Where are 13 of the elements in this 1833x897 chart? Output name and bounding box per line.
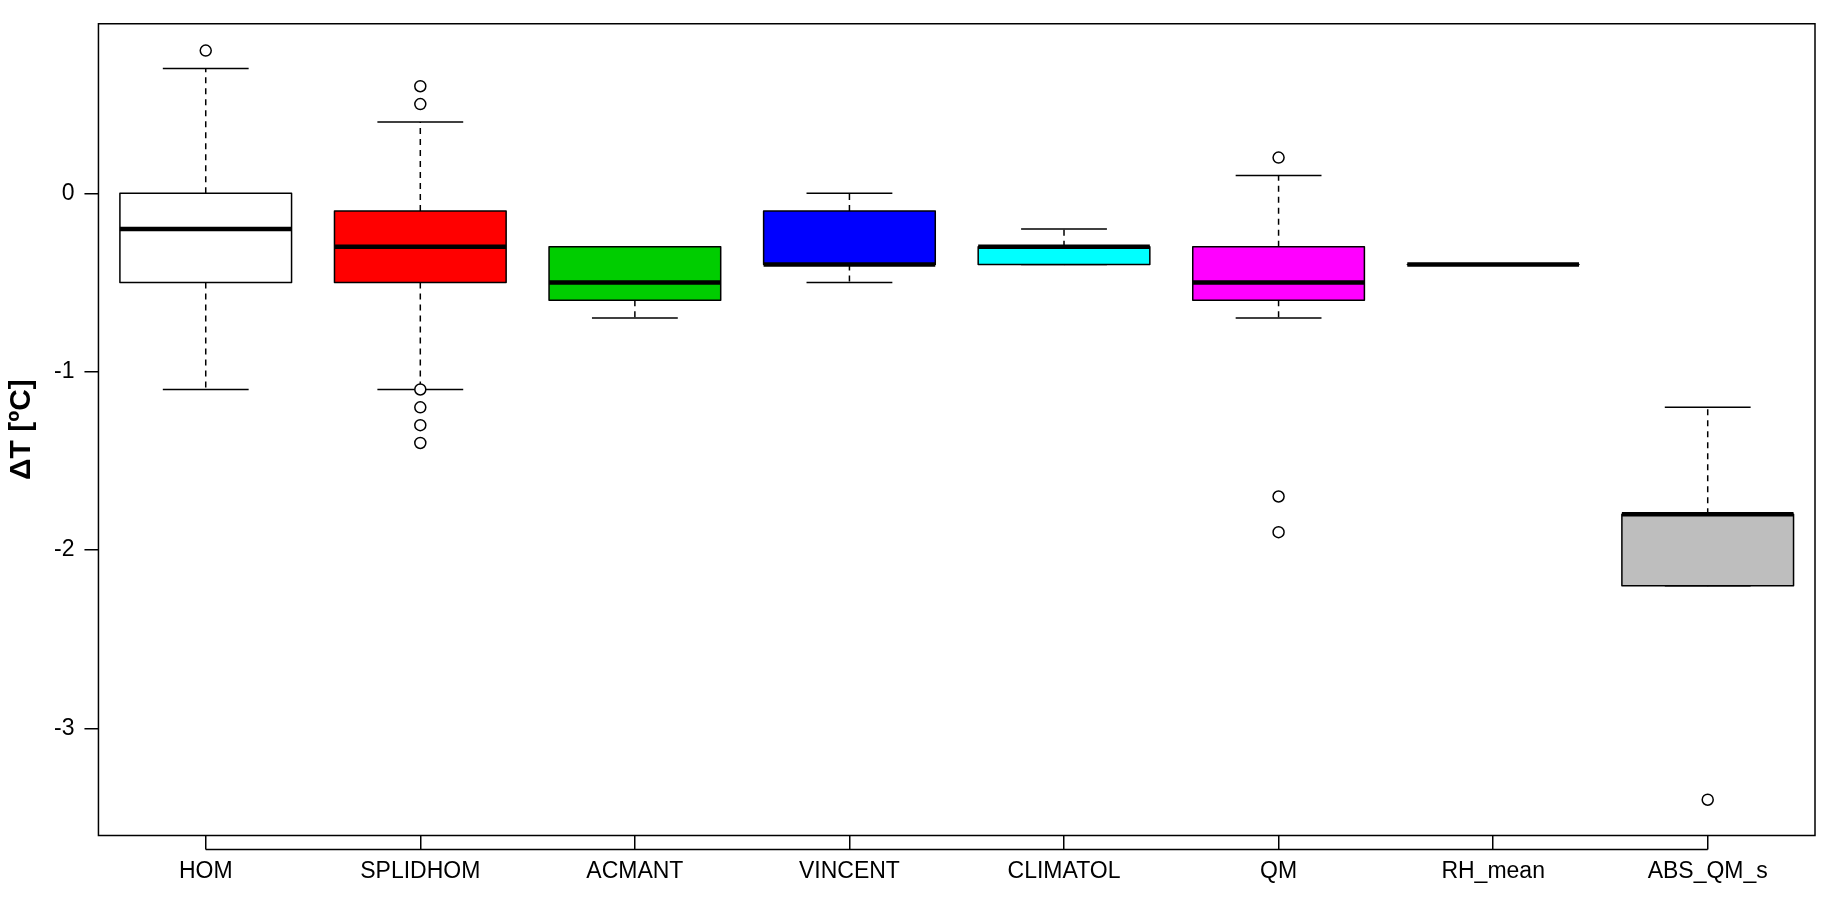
- x-tick-label: VINCENT: [798, 856, 900, 883]
- x-tick-label: SPLIDHOM: [360, 856, 481, 883]
- x-tick-label: CLIMATOL: [1007, 856, 1121, 883]
- x-tick-label: QM: [1260, 856, 1298, 883]
- x-tick-label: RH_mean: [1441, 856, 1545, 883]
- y-axis-title: ΔT [ºC]: [3, 379, 37, 481]
- y-tick-label: -1: [54, 356, 75, 383]
- y-tick-label: 0: [61, 178, 75, 205]
- y-tick-label: -3: [54, 713, 75, 740]
- x-tick-label: ABS_QM_s: [1647, 856, 1768, 883]
- x-tick-label: HOM: [178, 856, 233, 883]
- y-tick-label: -2: [54, 535, 75, 562]
- x-tick-label: ACMANT: [586, 856, 684, 883]
